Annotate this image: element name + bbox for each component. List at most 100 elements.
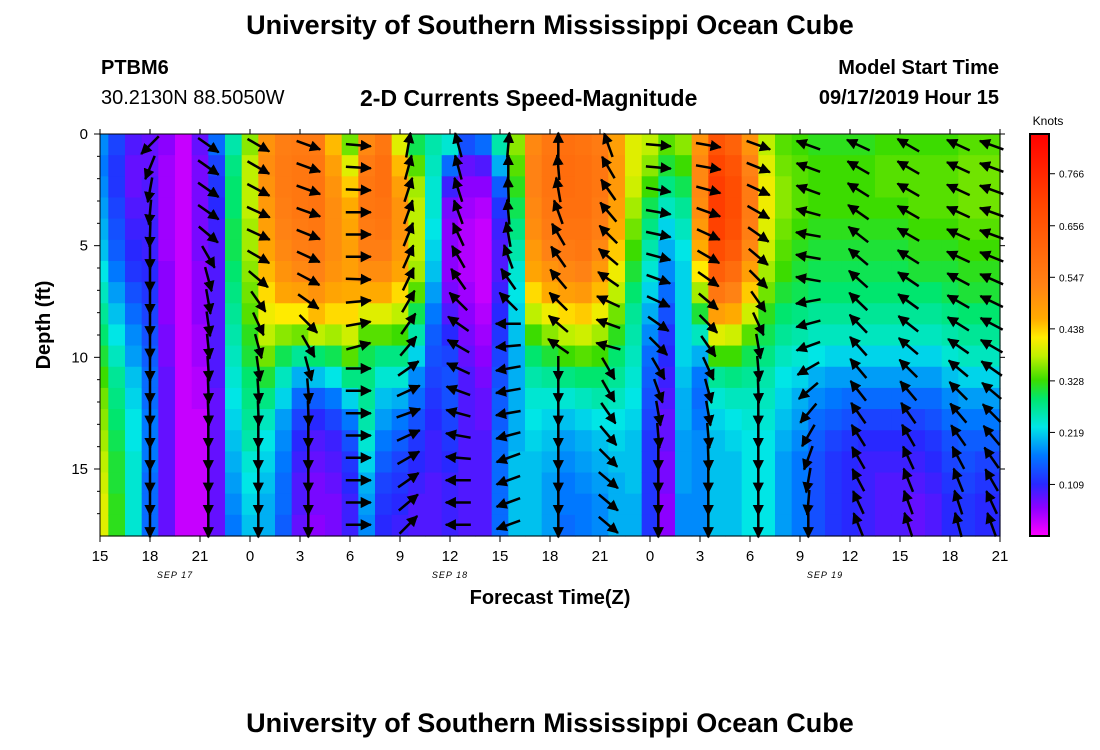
heatmap-cell bbox=[758, 514, 776, 537]
current-arrow bbox=[896, 182, 920, 198]
heatmap-cell bbox=[658, 366, 676, 389]
heatmap-cell bbox=[958, 409, 976, 431]
current-arrow bbox=[981, 381, 1003, 400]
current-arrow bbox=[246, 205, 271, 219]
heatmap-cell bbox=[108, 218, 126, 241]
current-arrow bbox=[599, 201, 618, 223]
heatmap-cell bbox=[991, 134, 1001, 156]
heatmap-cell bbox=[558, 134, 576, 156]
heatmap-cell bbox=[925, 324, 943, 347]
heatmap-cell bbox=[575, 409, 593, 431]
current-arrow bbox=[144, 199, 156, 226]
heatmap-cell bbox=[841, 387, 859, 410]
heatmap-cell bbox=[100, 430, 109, 452]
x-tick-label: 3 bbox=[296, 548, 304, 565]
current-arrow bbox=[494, 340, 521, 353]
heatmap-cell bbox=[558, 282, 576, 304]
heatmap-cell bbox=[958, 324, 976, 347]
current-arrow bbox=[250, 290, 267, 313]
current-arrow bbox=[979, 316, 1004, 331]
heatmap-cell bbox=[158, 430, 176, 452]
heatmap-cell bbox=[991, 409, 1001, 431]
current-arrow bbox=[144, 221, 156, 249]
heatmap-cell bbox=[708, 493, 726, 516]
heatmap-cell bbox=[358, 239, 376, 262]
heatmap-cell bbox=[191, 134, 209, 156]
x-tick-label: 15 bbox=[892, 548, 909, 565]
current-arrow bbox=[752, 378, 765, 405]
heatmap-cell bbox=[308, 430, 326, 452]
heatmap-cell bbox=[541, 493, 559, 516]
heatmap-cell bbox=[275, 155, 293, 177]
current-arrow bbox=[651, 357, 666, 381]
y-tick-label: 0 bbox=[80, 126, 88, 143]
heatmap-cell bbox=[841, 366, 859, 389]
heatmap-cell bbox=[758, 387, 776, 410]
heatmap-cell bbox=[475, 430, 493, 452]
heatmap-cell bbox=[541, 472, 559, 495]
heatmap-cell bbox=[708, 451, 726, 474]
heatmap-cell bbox=[191, 197, 209, 220]
heatmap-cell bbox=[925, 197, 943, 220]
current-arrow bbox=[595, 295, 621, 308]
heatmap-cell bbox=[791, 239, 809, 262]
heatmap-cell bbox=[108, 366, 126, 389]
heatmap-cell bbox=[100, 303, 109, 326]
current-arrow bbox=[902, 511, 914, 538]
heatmap-cell bbox=[925, 303, 943, 326]
heatmap-cell bbox=[525, 514, 543, 537]
current-arrow bbox=[845, 138, 871, 152]
current-arrow bbox=[296, 139, 322, 152]
heatmap-cell bbox=[258, 451, 276, 474]
heatmap-cell bbox=[991, 366, 1001, 389]
heatmap-cell bbox=[100, 493, 109, 516]
heatmap-cell bbox=[858, 197, 876, 220]
current-arrow bbox=[401, 266, 415, 291]
colorbar-bar bbox=[1029, 133, 1050, 537]
current-arrow bbox=[547, 314, 569, 333]
current-arrow bbox=[896, 204, 920, 220]
current-arrow bbox=[945, 228, 971, 241]
heatmap-cell bbox=[875, 430, 893, 452]
heatmap-cell bbox=[125, 303, 143, 326]
heatmap-cell bbox=[608, 218, 626, 241]
heatmap-cell bbox=[725, 345, 743, 368]
heatmap-cell bbox=[441, 260, 459, 283]
heatmap-cell bbox=[675, 282, 693, 304]
heatmap-cell bbox=[508, 514, 526, 537]
heatmap-cell bbox=[708, 430, 726, 452]
heatmap-cell bbox=[508, 134, 526, 156]
current-arrow bbox=[601, 357, 616, 381]
x-tick-label: 6 bbox=[346, 548, 354, 565]
current-arrow bbox=[495, 497, 521, 509]
heatmap-cell bbox=[591, 451, 609, 474]
heatmap-cell bbox=[441, 472, 459, 495]
heatmap-cell bbox=[258, 430, 276, 452]
heatmap-cell bbox=[675, 451, 693, 474]
heatmap-cell bbox=[575, 134, 593, 156]
heatmap-cell bbox=[825, 387, 843, 410]
heatmap-cell bbox=[258, 366, 276, 389]
heatmap-cell bbox=[125, 387, 143, 410]
current-arrow bbox=[899, 380, 918, 402]
heatmap-cell bbox=[208, 514, 226, 537]
heatmap-cell bbox=[341, 409, 359, 431]
heatmap-cell bbox=[275, 493, 293, 516]
heatmap-cell bbox=[575, 472, 593, 495]
current-arrow bbox=[297, 293, 320, 310]
heatmap-cell bbox=[208, 451, 226, 474]
heatmap-cell bbox=[925, 409, 943, 431]
x-tick-label: 21 bbox=[992, 548, 1009, 565]
current-arrow bbox=[801, 424, 816, 448]
heatmap-cell bbox=[475, 197, 493, 220]
current-arrow bbox=[495, 519, 521, 531]
current-arrow bbox=[799, 402, 818, 424]
heatmap-cell bbox=[408, 472, 426, 495]
current-arrow bbox=[595, 340, 621, 351]
heatmap-cell bbox=[941, 324, 959, 347]
heatmap-cell bbox=[375, 451, 393, 474]
current-arrow bbox=[645, 184, 672, 196]
heatmap-cell bbox=[475, 324, 493, 347]
heatmap-cell bbox=[591, 409, 609, 431]
heatmap-cell bbox=[475, 514, 493, 537]
